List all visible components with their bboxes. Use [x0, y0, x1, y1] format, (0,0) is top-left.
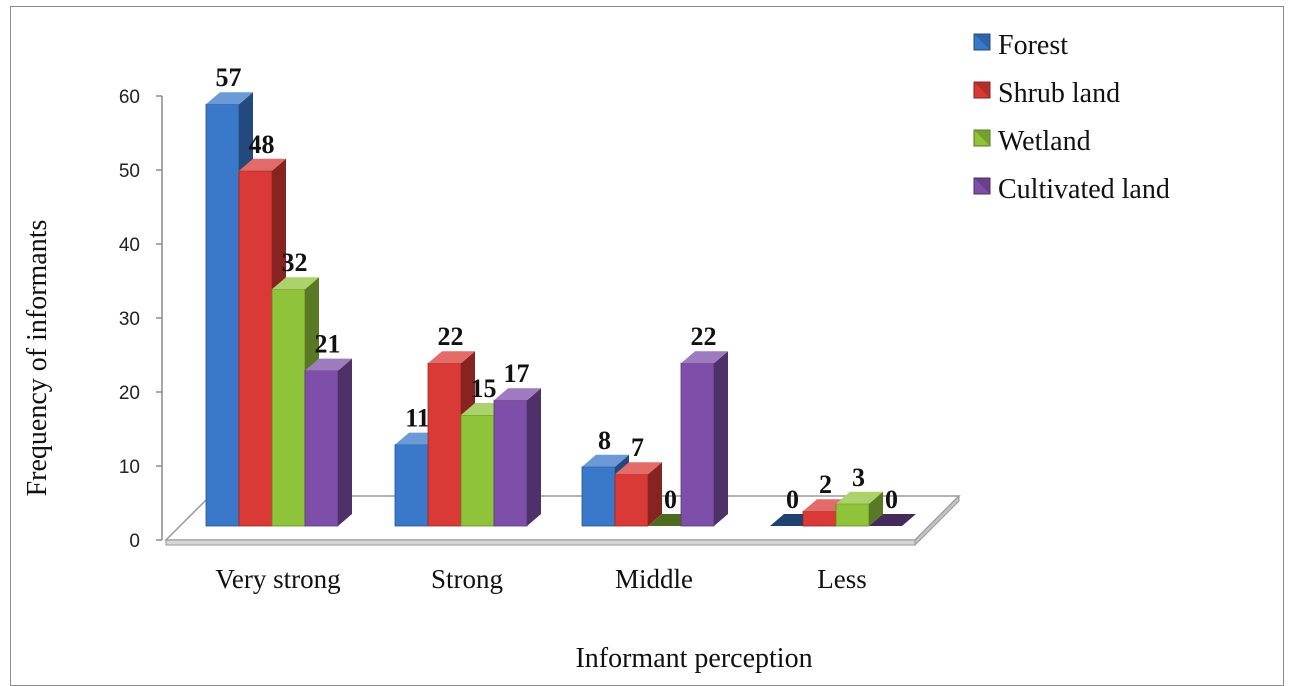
bar-side: [527, 388, 541, 526]
legend-swatch-shade: [974, 82, 990, 98]
bar-cultivated-land: [869, 514, 916, 526]
y-tick-label: 30: [119, 309, 140, 330]
y-tick-label: 20: [119, 383, 140, 404]
bar-top: [239, 158, 286, 171]
bar-forest: [205, 103, 240, 527]
data-label: 48: [249, 130, 275, 159]
data-label: 8: [598, 426, 611, 455]
bar-side: [869, 491, 883, 526]
chart-floor-edge: [165, 539, 916, 546]
bar-cultivated-land: [680, 362, 715, 527]
bar-side: [338, 358, 352, 526]
data-label: 22: [691, 322, 717, 351]
y-tick-label: 60: [119, 87, 140, 108]
x-tick-label: Less: [817, 564, 867, 594]
bar-top: [206, 92, 253, 105]
data-label: 3: [852, 463, 865, 492]
bar-wetland: [271, 288, 306, 527]
data-label: 0: [885, 485, 898, 514]
data-label: 57: [216, 63, 242, 92]
legend-label: Forest: [998, 30, 1068, 61]
legend-label: Shrub land: [998, 78, 1120, 109]
data-label: 2: [819, 470, 832, 499]
bar-shrub-land: [238, 170, 273, 527]
bar-shrub-land: [802, 510, 837, 527]
bar-side: [714, 351, 728, 526]
bar-side: [648, 462, 662, 526]
bar-cultivated-land: [493, 399, 528, 527]
legend-swatch-shade: [974, 178, 990, 194]
bar-top: [836, 491, 883, 504]
bar-forest: [581, 466, 616, 527]
data-label: 11: [405, 404, 430, 433]
y-tick-label: 50: [119, 161, 140, 182]
legend-swatch-shade: [974, 34, 990, 50]
bar-top: [582, 454, 629, 467]
y-tick-label: 40: [119, 235, 140, 256]
legend-label: Cultivated land: [998, 174, 1170, 205]
data-label: 22: [438, 322, 464, 351]
bar-wetland: [460, 414, 495, 527]
x-tick-label: Very strong: [215, 564, 340, 594]
y-axis-title: Frequency of informants: [22, 220, 53, 497]
chart-floor-side: [914, 494, 960, 547]
bar-top: [681, 351, 728, 364]
data-label: 0: [786, 485, 799, 514]
legend-swatch-shade: [974, 130, 990, 146]
x-axis-title: Informant perception: [575, 643, 812, 674]
bar-wetland: [835, 503, 870, 527]
bar-top: [428, 351, 475, 364]
y-tick-label: 0: [129, 531, 140, 552]
bar-cultivated-land: [304, 370, 339, 527]
bar-top: [615, 462, 662, 475]
bar-top: [305, 358, 352, 371]
bar-shrub-land: [614, 473, 649, 527]
data-label: 21: [315, 330, 341, 359]
data-label: 15: [471, 374, 497, 403]
data-label: 17: [504, 359, 530, 388]
data-label: 7: [631, 433, 644, 462]
bar-forest: [394, 444, 429, 527]
y-tick-label: 10: [119, 457, 140, 478]
x-tick-label: Middle: [615, 564, 693, 594]
data-label: 0: [664, 485, 677, 514]
data-label: 32: [282, 248, 308, 277]
legend-label: Wetland: [998, 126, 1091, 157]
bar-top: [494, 388, 541, 401]
x-tick-label: Strong: [431, 564, 503, 594]
bar-top: [272, 277, 319, 290]
bar-shrub-land: [427, 362, 462, 527]
